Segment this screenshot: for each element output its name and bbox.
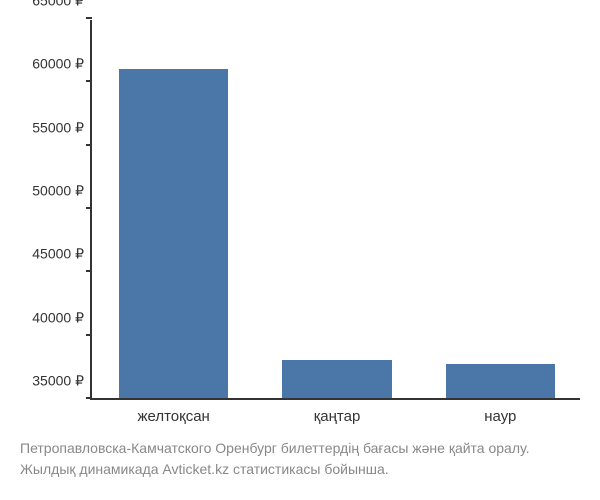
y-tick-label: 45000 ₽	[32, 246, 84, 263]
y-tick-label: 65000 ₽	[32, 0, 84, 10]
y-tick-mark	[86, 270, 92, 272]
y-tick-mark	[86, 207, 92, 209]
y-tick-mark	[86, 144, 92, 146]
y-tick-label: 40000 ₽	[32, 309, 84, 326]
y-tick-mark	[86, 80, 92, 82]
y-tick-label: 60000 ₽	[32, 56, 84, 73]
bar	[119, 69, 228, 398]
caption: Петропавловска-Камчатского Оренбург биле…	[20, 438, 530, 480]
bar	[282, 360, 391, 398]
caption-line-1: Петропавловска-Камчатского Оренбург биле…	[20, 438, 530, 459]
chart-container: 35000 ₽40000 ₽45000 ₽50000 ₽55000 ₽60000…	[90, 20, 580, 400]
x-axis-label: желтоқсан	[137, 408, 209, 425]
x-axis-label: наур	[484, 408, 516, 425]
caption-line-2: Жылдық динамикада Avticket.kz статистика…	[20, 459, 530, 480]
y-tick-label: 55000 ₽	[32, 119, 84, 136]
y-tick-label: 50000 ₽	[32, 183, 84, 200]
x-axis-label: қаңтар	[314, 408, 361, 425]
y-tick-mark	[86, 17, 92, 19]
bar	[446, 364, 555, 398]
y-tick-label: 35000 ₽	[32, 373, 84, 390]
y-tick-mark	[86, 397, 92, 399]
plot-area: 35000 ₽40000 ₽45000 ₽50000 ₽55000 ₽60000…	[90, 20, 580, 400]
y-tick-mark	[86, 334, 92, 336]
